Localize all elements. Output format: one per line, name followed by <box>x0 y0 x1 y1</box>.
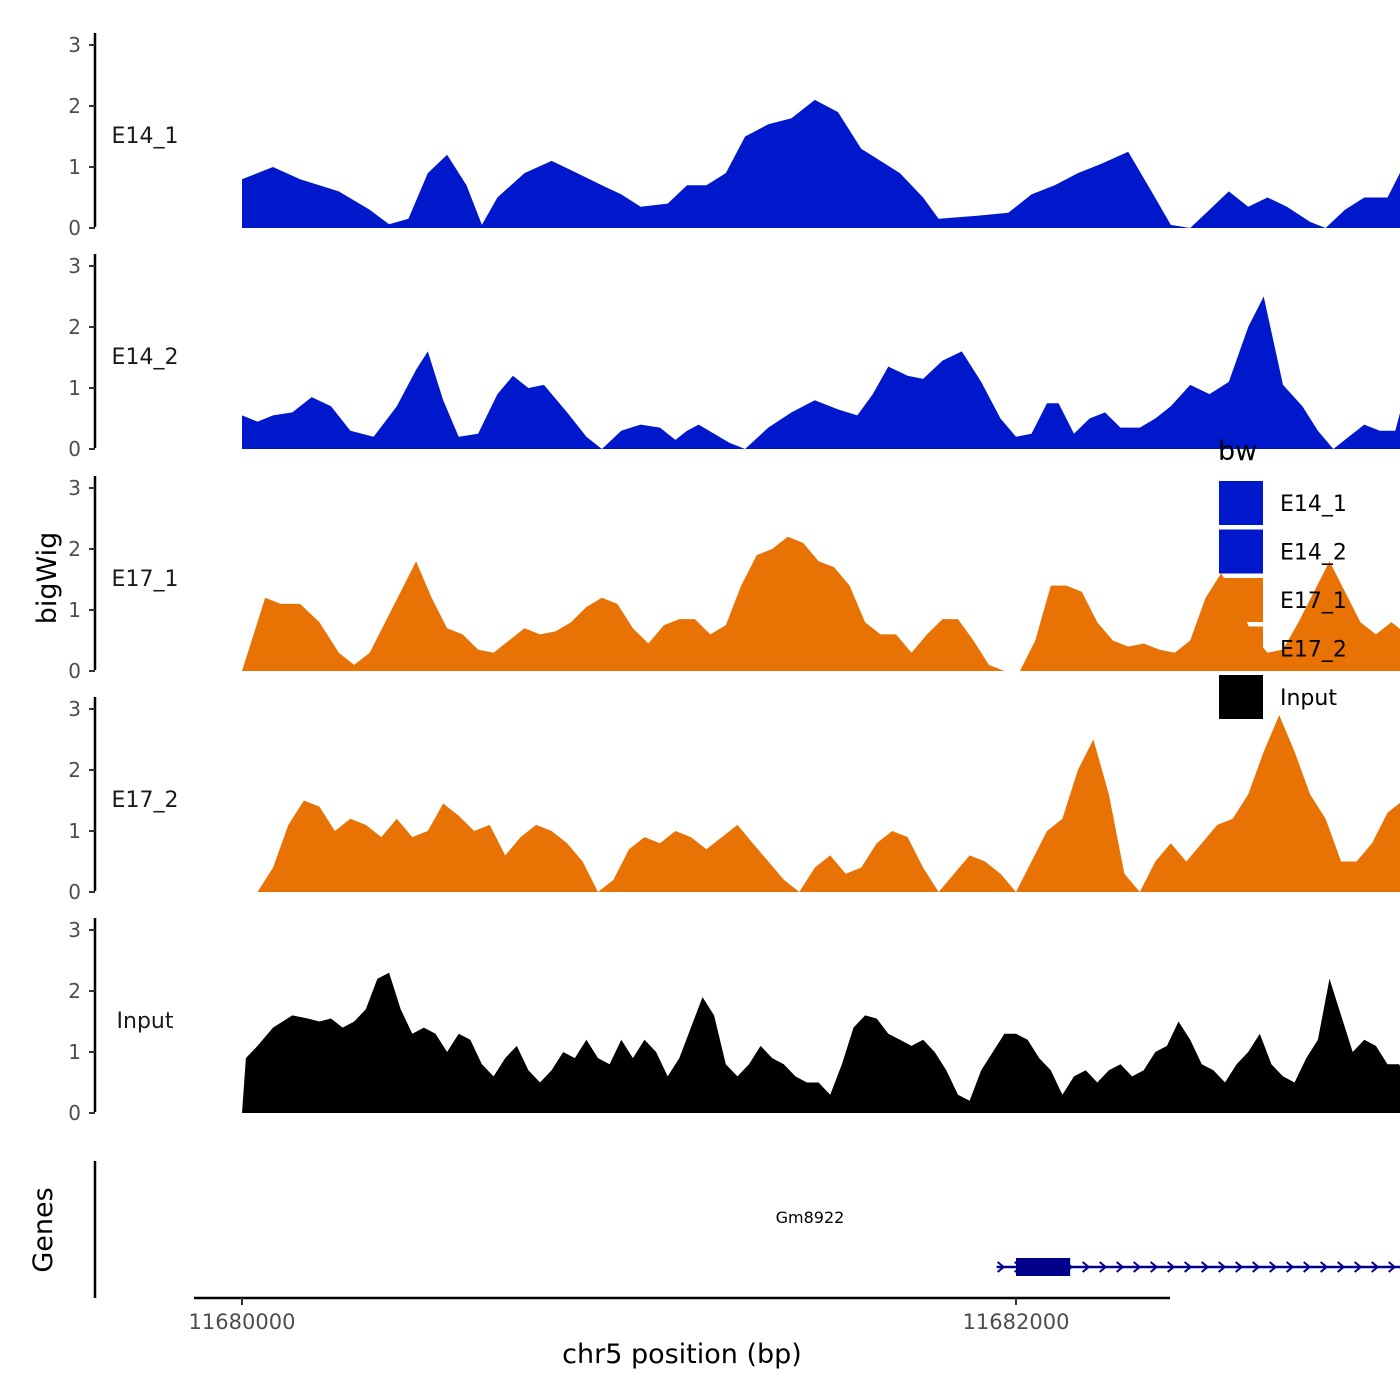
track-label-Input: Input <box>117 1009 174 1034</box>
coverage-area-E14_1 <box>242 99 1400 228</box>
strand-chevron-icon <box>1337 1261 1346 1273</box>
coverage-area-Input <box>242 972 1400 1113</box>
coverage-area-E17_1 <box>242 536 1400 671</box>
gene-exon-1 <box>1016 1258 1071 1276</box>
legend-label-E14_2: E14_2 <box>1280 541 1347 566</box>
y-tick-label-E17_1-3: 3 <box>68 476 81 500</box>
strand-chevron-icon <box>1252 1261 1261 1273</box>
track-label-E17_1: E17_1 <box>112 567 179 592</box>
y-tick-label-E17_2-0: 0 <box>68 880 81 904</box>
coverage-area-E17_2 <box>257 715 1400 892</box>
x-axis-title: chr5 position (bp) <box>562 1339 802 1370</box>
legend-swatch-E17_1 <box>1219 578 1263 622</box>
y-tick-label-E17_2-3: 3 <box>68 697 81 721</box>
y-tick-label-E14_1-3: 3 <box>68 33 81 57</box>
strand-chevron-icon <box>1184 1261 1193 1273</box>
track-label-E17_2: E17_2 <box>112 788 179 813</box>
y-tick-label-E14_1-2: 2 <box>68 94 81 118</box>
gene-track-layer: Gm8922 <box>93 1161 1400 1298</box>
strand-chevron-icon <box>1150 1261 1159 1273</box>
legend-label-E14_1: E14_1 <box>1280 492 1347 517</box>
y-tick-label-E14_1-0: 0 <box>68 216 81 240</box>
strand-chevron-icon <box>1116 1261 1125 1273</box>
tracks-layer: 0 1 2 3 E14_1 0 1 2 3 E14_2 0 1 2 3 E17_1 0 1 2 3 E17_2 0 1 2 3… <box>68 33 1400 1125</box>
y-tick-label-E17_1-1: 1 <box>68 598 81 622</box>
y-tick-label-E17_1-2: 2 <box>68 537 81 561</box>
y-tick-label-E17_1-0: 0 <box>68 659 81 683</box>
legend: bw E14_1 E14_2 E17_1 E17_2 Input <box>1218 436 1347 719</box>
y-tick-label-Input-3: 3 <box>68 918 81 942</box>
track-panel-E17_1: 0 1 2 3 E17_1 <box>68 476 1400 683</box>
legend-title: bw <box>1218 436 1257 467</box>
legend-swatch-E14_1 <box>1219 481 1263 525</box>
gene-name-label: Gm8922 <box>776 1208 845 1227</box>
y-tick-label-Input-0: 0 <box>68 1101 81 1125</box>
y-tick-label-E14_2-1: 1 <box>68 376 81 400</box>
strand-chevron-icon <box>1354 1261 1363 1273</box>
track-label-E14_2: E14_2 <box>112 345 179 370</box>
x-axis: 11680000116820001168400011686000 <box>189 1296 1170 1334</box>
y-tick-label-E17_2-1: 1 <box>68 819 81 843</box>
y-tick-label-E14_1-1: 1 <box>68 155 81 179</box>
strand-chevron-icon <box>1218 1261 1227 1273</box>
strand-chevron-icon <box>1167 1261 1176 1273</box>
x-tick-label-11680000: 11680000 <box>189 1310 296 1334</box>
strand-chevron-icon <box>1303 1261 1312 1273</box>
y-tick-label-Input-2: 2 <box>68 979 81 1003</box>
y-tick-label-E17_2-2: 2 <box>68 758 81 782</box>
track-label-E14_1: E14_1 <box>112 124 179 149</box>
strand-chevron-icon <box>1099 1261 1108 1273</box>
y-axis-title: bigWig <box>32 532 63 625</box>
y-tick-label-E14_2-3: 3 <box>68 254 81 278</box>
strand-chevron-icon <box>1133 1261 1142 1273</box>
y-tick-label-Input-1: 1 <box>68 1040 81 1064</box>
legend-label-E17_1: E17_1 <box>1280 589 1347 614</box>
track-panel-E14_2: 0 1 2 3 E14_2 <box>68 254 1400 461</box>
x-tick-label-11682000: 11682000 <box>963 1310 1070 1334</box>
strand-chevron-icon <box>1286 1261 1295 1273</box>
y-tick-label-E14_2-2: 2 <box>68 315 81 339</box>
legend-swatch-E17_2 <box>1219 626 1263 671</box>
strand-chevron-icon <box>1371 1261 1380 1273</box>
strand-chevron-icon <box>1201 1261 1210 1273</box>
strand-chevron-icon <box>1082 1261 1091 1273</box>
strand-chevron-icon <box>1235 1261 1244 1273</box>
track-panel-E17_2: 0 1 2 3 E17_2 <box>68 697 1400 904</box>
track-panel-Input: 0 1 2 3 Input <box>68 918 1400 1125</box>
legend-label-Input: Input <box>1280 686 1337 711</box>
track-panel-E14_1: 0 1 2 3 E14_1 <box>68 33 1400 240</box>
strand-chevron-icon <box>1269 1261 1278 1273</box>
strand-chevron-icon <box>997 1261 1006 1273</box>
legend-swatch-Input <box>1219 675 1263 719</box>
genes-track-title: Genes <box>28 1187 59 1272</box>
strand-chevron-icon <box>1320 1261 1329 1273</box>
legend-swatch-E14_2 <box>1219 529 1263 574</box>
y-tick-label-E14_2-0: 0 <box>68 437 81 461</box>
coverage-area-E14_2 <box>242 296 1400 449</box>
strand-chevron-icon <box>1388 1261 1397 1273</box>
legend-label-E17_2: E17_2 <box>1280 638 1347 663</box>
